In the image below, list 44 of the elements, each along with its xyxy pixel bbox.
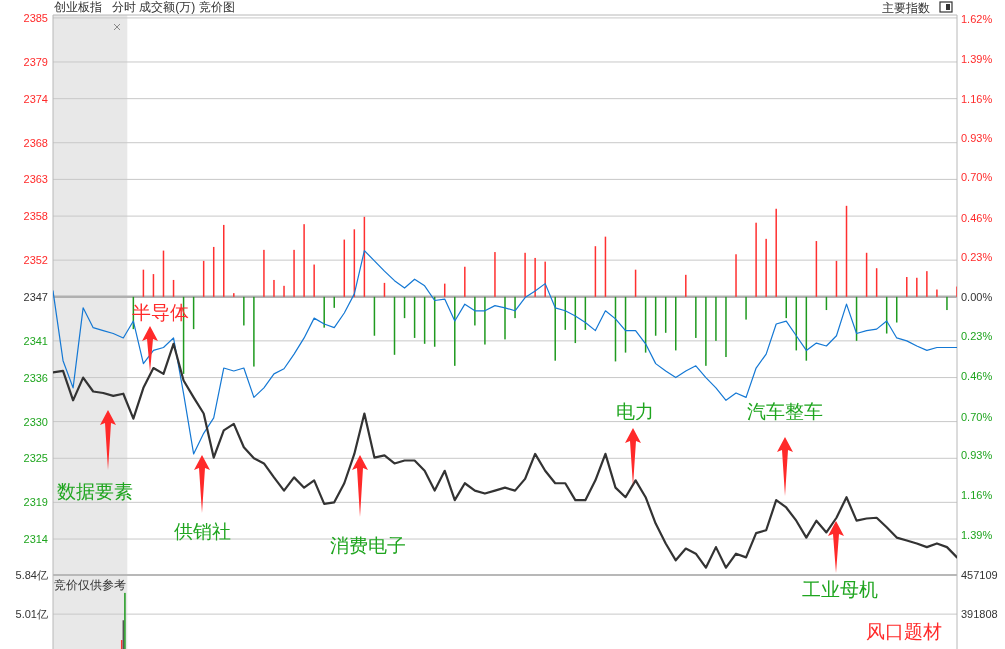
- y2-tick-label: 0.23%: [961, 330, 993, 343]
- y2-tick-label: 1.16%: [961, 92, 993, 105]
- y2-tick-label: 0.00%: [961, 290, 993, 303]
- y-tick-label: 2368: [23, 136, 48, 149]
- y-tick-label: 2358: [23, 210, 48, 223]
- y2-tick-label: 1.62%: [961, 13, 993, 26]
- y2-tick-label: 0.46%: [961, 211, 993, 224]
- y-tick-label: 2352: [23, 254, 48, 267]
- annotation: 工业母机: [802, 579, 878, 600]
- y-tick-label: 2385: [23, 11, 48, 24]
- annotation: 汽车整车: [747, 401, 823, 422]
- y2-tick-label: 0.70%: [961, 410, 993, 423]
- y-tick-label: 2363: [23, 173, 48, 186]
- y-tick-label: 2314: [23, 533, 48, 546]
- y-tick-label: 2347: [23, 290, 48, 303]
- text: 主要指数: [882, 1, 930, 15]
- line-series: [53, 342, 957, 569]
- y-tick-label: 5.84亿: [15, 569, 48, 581]
- chart-title: 创业板指: [54, 0, 102, 14]
- y-tick-label: 2336: [23, 371, 48, 384]
- y-tick-label: 2330: [23, 415, 48, 428]
- y2-tick-label: 457109: [961, 569, 998, 581]
- annotation: 电力: [616, 401, 654, 422]
- y2-tick-label: 1.39%: [961, 53, 993, 66]
- y2-tick-label: 0.70%: [961, 171, 993, 184]
- y-tick-label: 2374: [23, 92, 48, 105]
- y2-tick-label: 0.93%: [961, 449, 993, 462]
- y-tick-label: 5.01亿: [15, 608, 48, 621]
- y-tick-label: 2325: [23, 452, 48, 465]
- y2-tick-label: 0.93%: [961, 132, 993, 145]
- y-tick-label: 2379: [23, 55, 48, 68]
- y2-tick-label: 0.46%: [961, 370, 993, 383]
- chart-subtitle: 分时 成交额(万) 竞价图: [112, 0, 235, 14]
- y2-tick-label: 391808: [961, 608, 998, 620]
- annotation: 供销社: [173, 521, 231, 542]
- y-tick-label: 2341: [23, 334, 48, 347]
- chart-title: 竞价仅供参考: [54, 578, 126, 592]
- y2-tick-label: 1.39%: [961, 528, 993, 541]
- annotation: 消费电子: [330, 535, 406, 556]
- y2-tick-label: 1.16%: [961, 489, 993, 502]
- y2-tick-label: 0.23%: [961, 251, 993, 264]
- y-tick-label: 2319: [23, 496, 48, 509]
- annotation: 风口题材: [866, 621, 942, 642]
- line-series: [53, 250, 957, 455]
